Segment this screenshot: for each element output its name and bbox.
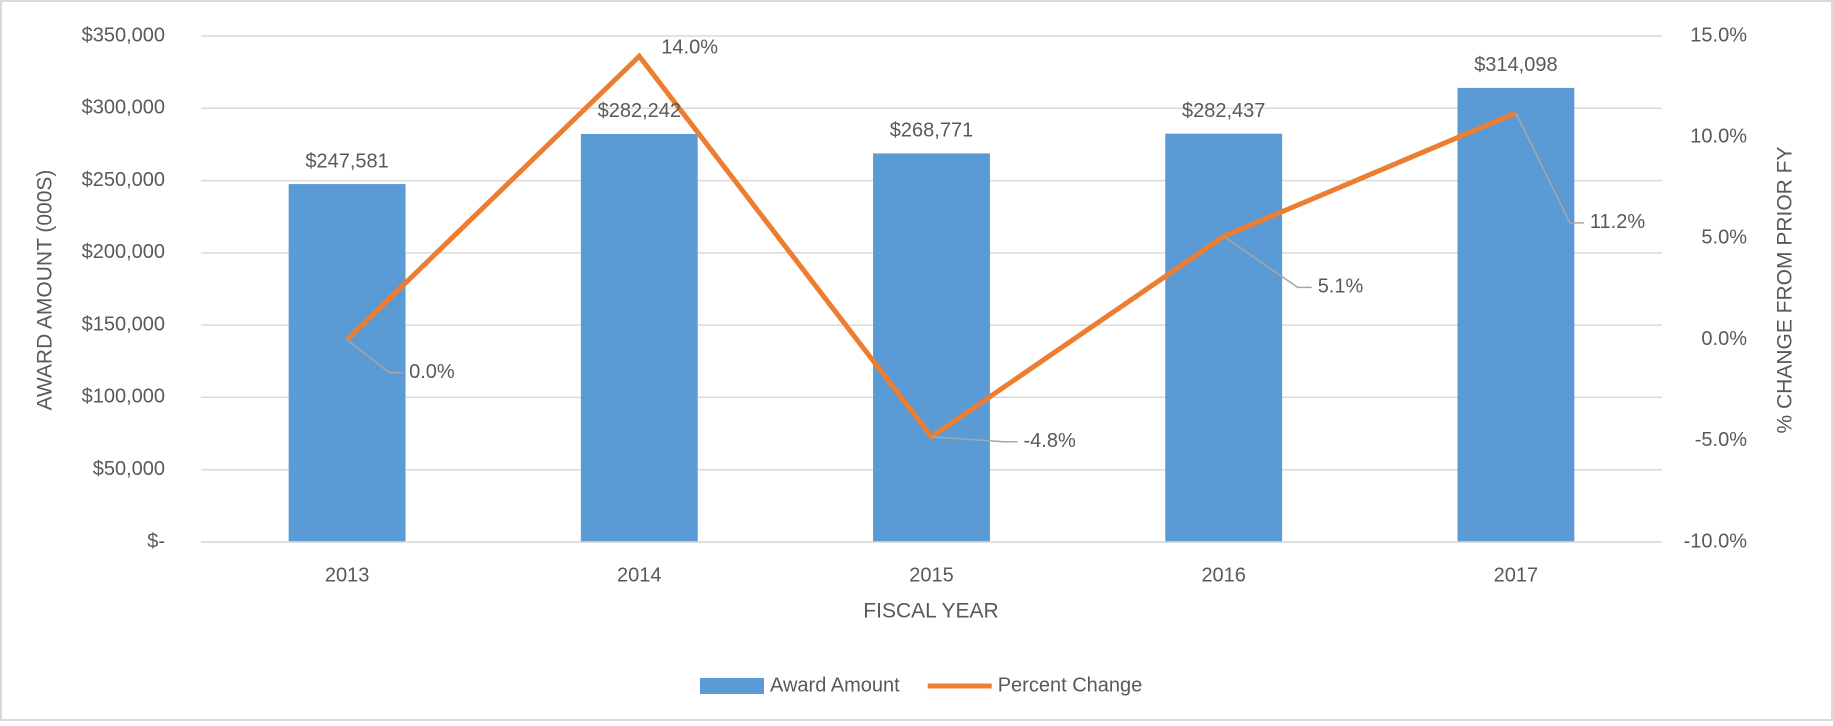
data-label: $247,581 xyxy=(305,150,388,172)
bar xyxy=(873,153,990,542)
x-tick-label: 2015 xyxy=(909,564,954,586)
bar xyxy=(580,133,698,542)
leader-line xyxy=(346,339,404,374)
y-tick-label: $- xyxy=(147,530,165,552)
data-label: 14.0% xyxy=(661,37,718,59)
y2-tick-label: -10.0% xyxy=(1684,530,1748,552)
bar xyxy=(1165,133,1283,542)
y2-tick-label: 5.0% xyxy=(1701,227,1747,249)
y2-tick-label: 15.0% xyxy=(1690,24,1747,46)
data-label: $314,098 xyxy=(1474,54,1557,76)
y-tick-label: $250,000 xyxy=(82,169,165,191)
y2-axis-title: % CHANGE FROM PRIOR FY xyxy=(1774,146,1797,433)
data-label: 11.2% xyxy=(1590,211,1645,233)
data-label: $282,437 xyxy=(1182,100,1265,122)
y2-tick-label: 10.0% xyxy=(1690,125,1747,147)
leader-line xyxy=(931,436,1018,443)
x-tick-label: 2013 xyxy=(325,564,370,586)
y2-tick-label: 0.0% xyxy=(1701,328,1747,350)
x-tick-label: 2016 xyxy=(1201,564,1246,586)
bar xyxy=(1457,87,1575,542)
data-label: $282,242 xyxy=(598,100,681,122)
leader-line xyxy=(1223,235,1312,289)
y2-tick-label: -5.0% xyxy=(1695,429,1747,451)
legend-swatch xyxy=(700,678,764,694)
y-tick-label: $100,000 xyxy=(82,386,165,408)
bar xyxy=(288,184,406,543)
y-axis-title: AWARD AMOUNT (000S) xyxy=(34,170,57,411)
data-label: $268,771 xyxy=(890,120,973,142)
data-label: -4.8% xyxy=(1024,430,1076,452)
data-label: 0.0% xyxy=(409,361,455,383)
x-axis-title: FISCAL YEAR xyxy=(863,600,998,623)
legend-label: Percent Change xyxy=(998,674,1143,696)
y-tick-label: $200,000 xyxy=(82,241,165,263)
y-tick-label: $300,000 xyxy=(82,97,165,119)
y-tick-label: $150,000 xyxy=(82,313,165,335)
y-tick-label: $350,000 xyxy=(82,24,165,46)
leader-line xyxy=(1515,112,1584,224)
x-tick-label: 2014 xyxy=(617,564,662,586)
y-tick-label: $50,000 xyxy=(93,458,165,480)
x-tick-label: 2017 xyxy=(1494,564,1539,586)
legend-label: Award Amount xyxy=(770,674,900,696)
data-label: 5.1% xyxy=(1318,276,1364,298)
